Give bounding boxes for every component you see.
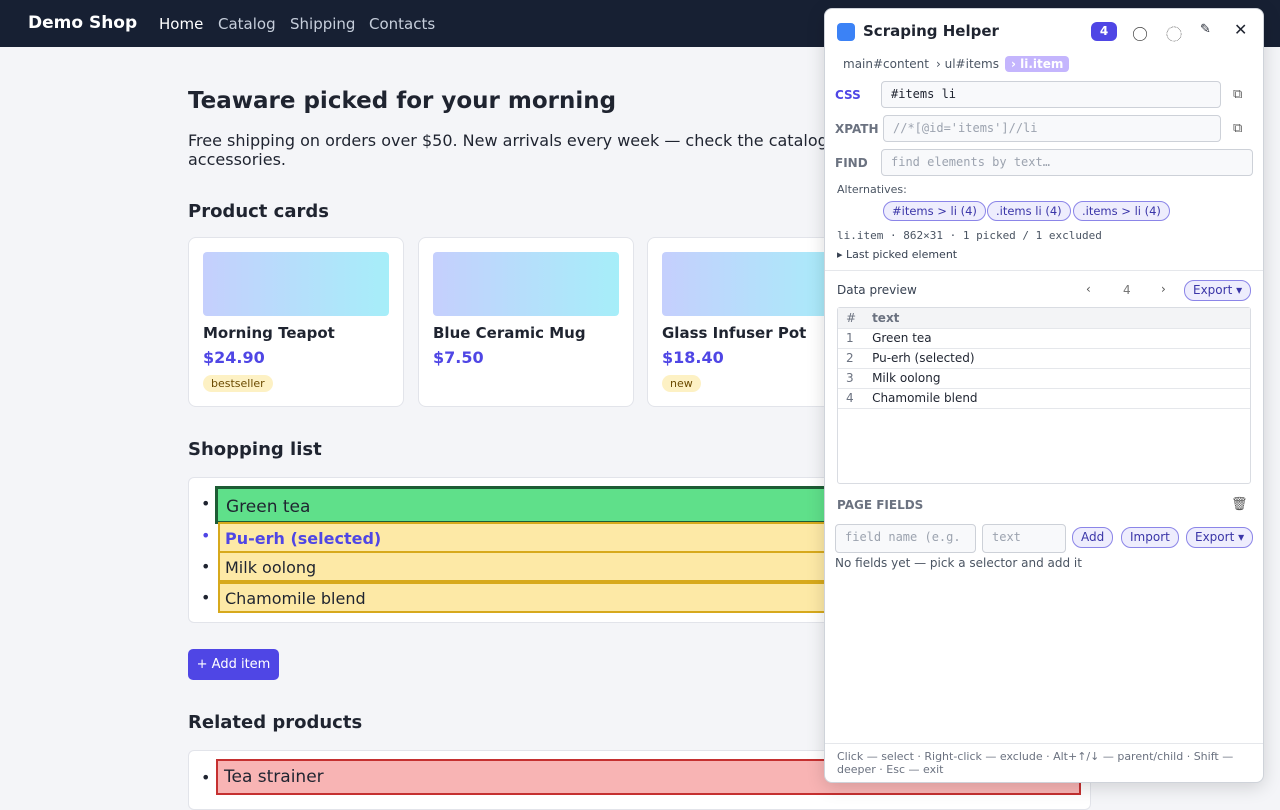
export-fields-button[interactable]: Export ▾ (1186, 527, 1254, 548)
scraping-panel: Scraping Helper 4 ✎ ✕ main#content › ul#… (824, 8, 1264, 783)
table-row: 1 Green tea (838, 328, 1250, 349)
section-heading: Product cards (188, 201, 329, 222)
product-image (662, 252, 848, 316)
add-field-button[interactable]: Add (1072, 527, 1114, 548)
breadcrumb-active[interactable]: › li.item (1005, 56, 1070, 72)
product-price: $18.40 (662, 348, 724, 367)
cell: 3 (838, 368, 865, 389)
export-button[interactable]: Export ▾ (1184, 280, 1252, 301)
product-name: Glass Infuser Pot (662, 324, 807, 342)
import-button[interactable]: Import (1121, 527, 1179, 548)
intro-text: accessories. (188, 150, 286, 169)
bullet: • (201, 526, 211, 545)
breadcrumb[interactable]: › ul#items (936, 57, 999, 71)
disclosure-label: Last picked element (846, 248, 958, 261)
nav-link[interactable]: Home (159, 15, 204, 33)
brand[interactable]: Demo Shop (28, 13, 138, 33)
panel-title: Scraping Helper (863, 22, 999, 40)
table-header: # text (838, 308, 1250, 329)
bullet: • (201, 588, 211, 607)
css-input[interactable]: #items li (881, 81, 1221, 108)
alternatives-label: Alternatives: (837, 183, 907, 196)
product-name: Blue Ceramic Mug (433, 324, 586, 342)
prev-button[interactable]: ‹ (1086, 282, 1091, 296)
table-row: 4 Chamomile blend (838, 388, 1250, 409)
nav-link[interactable]: Shipping (290, 15, 356, 33)
preview-table-box: # text 1 Green tea 2 Pu-erh (selected) 3 Mil… (837, 307, 1251, 484)
help-button[interactable] (1133, 27, 1147, 41)
next-button[interactable]: › (1161, 282, 1166, 296)
field-name-input[interactable]: field name (e.g. (835, 524, 976, 553)
product-tag: bestseller (203, 375, 273, 392)
product-price: $24.90 (203, 348, 265, 367)
breadcrumb[interactable]: main#content (843, 57, 929, 71)
footer-hint: Click — select · Right-click — exclude ·… (825, 743, 1263, 782)
field-label: CSS (835, 88, 861, 102)
count-badge: 4 (1091, 22, 1117, 41)
product-card[interactable]: Blue Ceramic Mug $7.50 (418, 237, 634, 407)
product-price: $7.50 (433, 348, 484, 367)
cell: 4 (838, 388, 865, 409)
disclosure[interactable]: ▸ Last picked element (837, 248, 958, 261)
alternative-chip[interactable]: .items li (4) (987, 201, 1071, 221)
app-icon (837, 23, 855, 41)
product-image (203, 252, 389, 316)
delete-button[interactable]: 🗑 (1231, 497, 1248, 512)
field-label: FIND (835, 156, 868, 170)
alternative-chip[interactable]: .items > li (4) (1073, 201, 1170, 221)
bullet: • (201, 494, 211, 513)
section-heading: Shopping list (188, 439, 322, 460)
nav-link[interactable]: Contacts (369, 15, 436, 33)
product-tag: new (662, 375, 701, 392)
bullet: • (201, 557, 211, 576)
cell: 1 (838, 328, 865, 349)
xpath-input[interactable]: //*[@id='items']//li (883, 115, 1221, 142)
product-name: Morning Teapot (203, 324, 335, 342)
table-row: 3 Milk oolong (838, 368, 1250, 389)
cell: Milk oolong (864, 368, 1250, 389)
page-number: 4 (1123, 283, 1131, 297)
cell: Chamomile blend (864, 388, 1250, 409)
section-label: Data preview (837, 283, 917, 297)
find-input[interactable]: find elements by text… (881, 149, 1253, 176)
bullet: • (201, 768, 211, 787)
intro-text: Free shipping on orders over $50. New ar… (188, 131, 828, 150)
cell: 2 (838, 348, 865, 369)
cell: Pu-erh (selected) (864, 348, 1250, 369)
section-label: PAGE FIELDS (837, 498, 924, 512)
copy-button[interactable]: ⧉ (1233, 121, 1243, 136)
page-title: Teaware picked for your morning (188, 88, 617, 114)
section-heading: Related products (188, 712, 363, 733)
nav-link[interactable]: Catalog (218, 15, 276, 33)
empty-note: No fields yet — pick a selector and add … (835, 556, 1082, 570)
divider (825, 270, 1263, 271)
product-card[interactable]: Morning Teapot $24.90 bestseller (188, 237, 404, 407)
field-label: XPATH (835, 122, 879, 136)
close-button[interactable]: ✕ (1234, 20, 1248, 39)
add-item-button[interactable]: + Add item (188, 649, 279, 680)
cell: Green tea (864, 328, 1250, 349)
copy-button[interactable]: ⧉ (1233, 87, 1243, 102)
settings-button[interactable] (1166, 26, 1182, 42)
clear-button[interactable]: ✎ (1200, 22, 1211, 37)
alternative-chip[interactable]: #items > li (4) (883, 201, 986, 221)
field-type-input[interactable]: text (982, 524, 1066, 553)
header-cell: # (838, 308, 865, 329)
status-line: li.item · 862×31 · 1 picked / 1 excluded (837, 229, 1102, 242)
product-image (433, 252, 619, 316)
table-row: 2 Pu-erh (selected) (838, 348, 1250, 369)
header-cell: text (864, 308, 1250, 329)
preview-table: # text 1 Green tea 2 Pu-erh (selected) 3 Mil… (838, 308, 1250, 409)
